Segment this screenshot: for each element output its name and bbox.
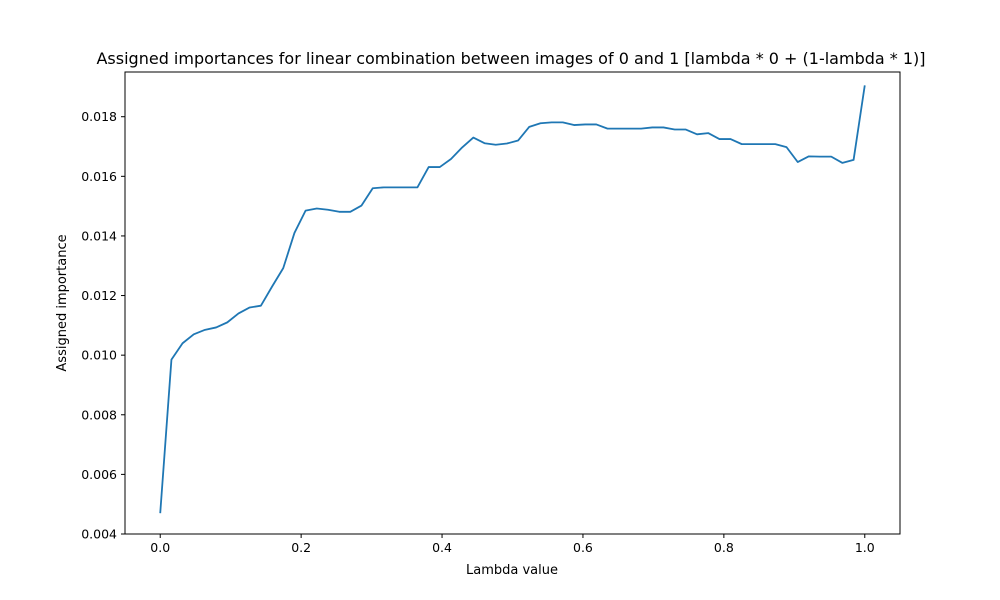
- plot-area-frame: [124, 71, 901, 535]
- x-axis: 0.0 0.2 0.4 0.6 0.8 1.0: [150, 534, 875, 555]
- y-tick-label: 0.008: [81, 407, 117, 422]
- x-tick-label: 0.8: [714, 540, 734, 555]
- x-tick-label: 0.4: [432, 540, 452, 555]
- y-tick-label: 0.012: [81, 288, 117, 303]
- y-tick-label: 0.014: [81, 228, 117, 243]
- x-tick-label: 0.6: [573, 540, 593, 555]
- y-tick-label: 0.016: [81, 169, 117, 184]
- y-axis-label: Assigned importance: [55, 234, 70, 371]
- x-tick-label: 1.0: [855, 540, 875, 555]
- x-tick-label: 0.2: [291, 540, 311, 555]
- y-tick-label: 0.018: [81, 109, 117, 124]
- chart-title: Assigned importances for linear combinat…: [96, 49, 925, 68]
- x-tick-label: 0.0: [150, 540, 170, 555]
- y-tick-label: 0.004: [81, 527, 117, 542]
- y-tick-label: 0.010: [81, 348, 117, 363]
- y-axis: 0.004 0.006 0.008 0.010 0.012 0.014 0.016 0.018: [81, 109, 125, 542]
- x-axis-label: Lambda value: [466, 563, 558, 578]
- y-tick-label: 0.006: [81, 467, 117, 482]
- series-line: [159, 85, 866, 514]
